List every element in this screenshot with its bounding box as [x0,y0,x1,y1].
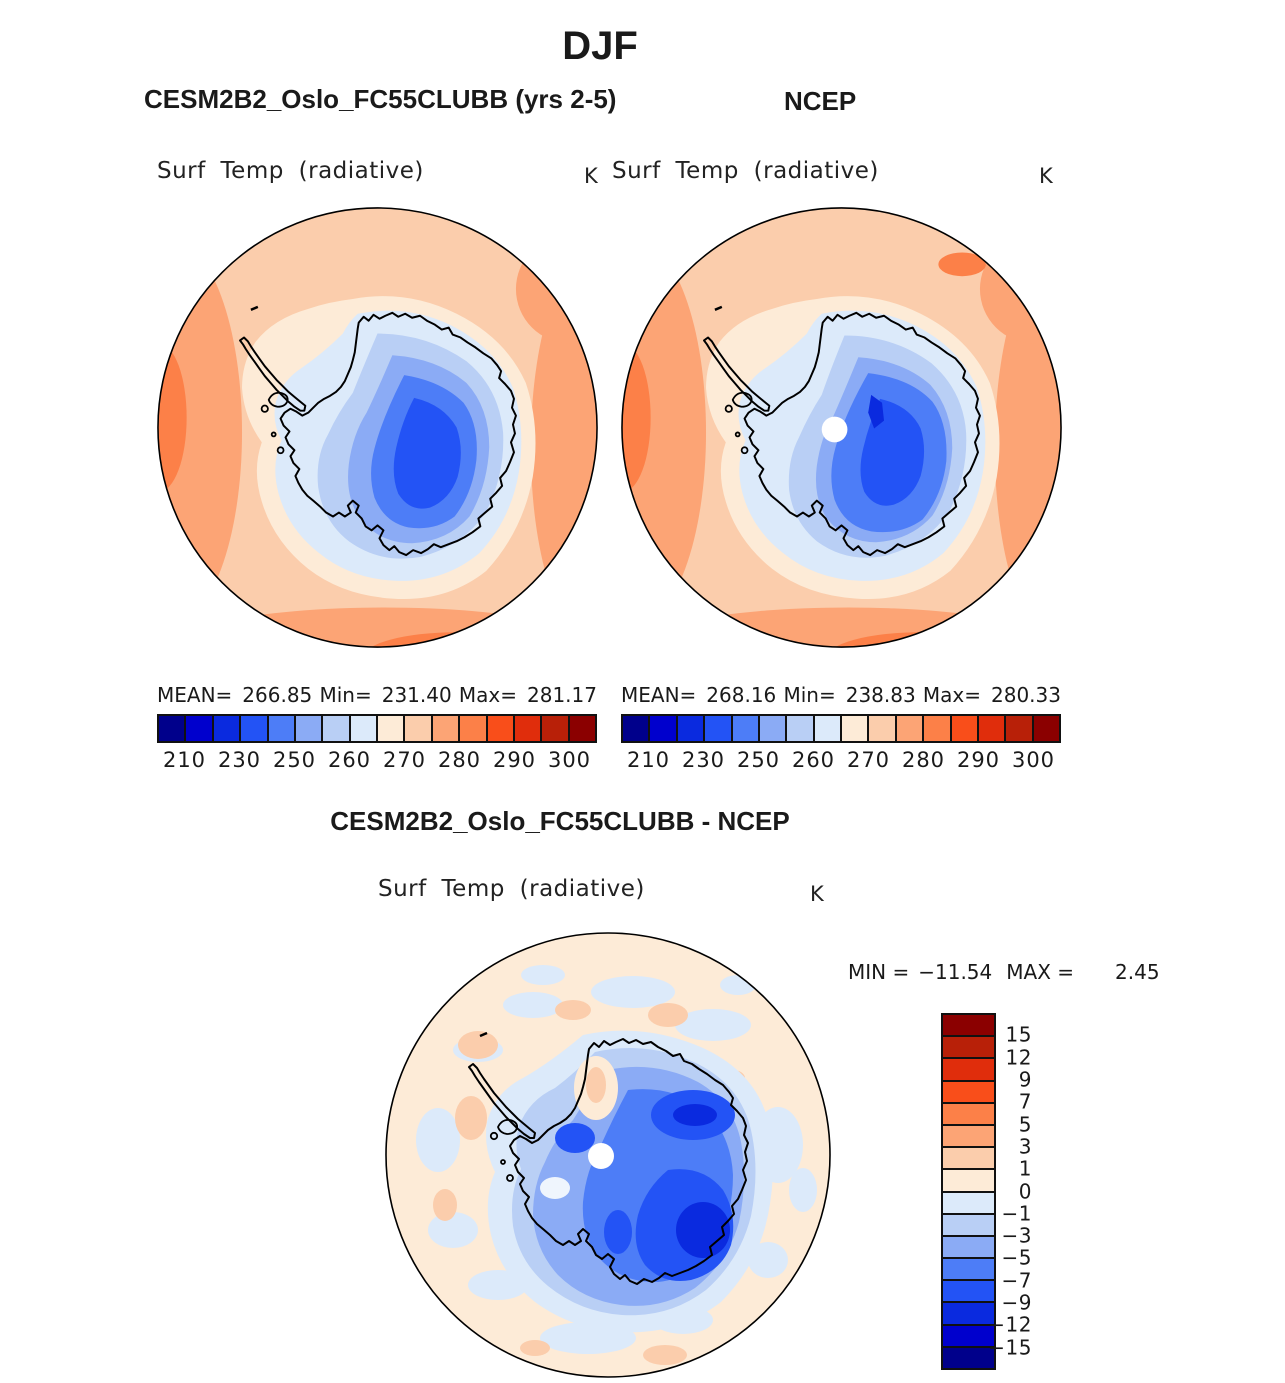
map-ncep-surface-temperature [621,207,1062,648]
diff-minmax: MIN = −11.54 MAX = 2.45 [848,960,1160,984]
diff-panel-title: CESM2B2_Oslo_FC55CLUBB - NCEP [330,806,790,836]
left-colorbar [157,714,597,743]
map-model-surface-temperature [157,207,598,648]
left-variable-label: Surf Temp (radiative) [157,158,424,184]
left-colorbar-ticks: 210 230 250 260 270 280 290 300 [162,748,592,772]
page-title: DJF [562,24,638,68]
diff-colorbar [941,1013,996,1370]
right-units-label: K [1039,164,1053,188]
right-variable-label: Surf Temp (radiative) [612,158,879,184]
map-difference [385,932,831,1378]
right-stats: MEAN= 268.16 Min= 238.83 Max= 280.33 [621,683,1061,707]
right-colorbar-ticks: 210 230 250 260 270 280 290 300 [626,748,1056,772]
left-units-label: K [584,164,598,188]
left-stats: MEAN= 266.85 Min= 231.40 Max= 281.17 [157,683,597,707]
diff-units-label: K [810,882,824,906]
diff-colorbar-ticks: 15 12 9 7 5 3 1 0 −1 −3 −5 −7 −9 −12 −15 [988,1022,1032,1360]
left-panel-title: CESM2B2_Oslo_FC55CLUBB (yrs 2-5) [144,84,617,114]
right-colorbar [621,714,1061,743]
right-panel-title: NCEP [784,86,857,116]
diff-variable-label: Surf Temp (radiative) [378,876,645,902]
